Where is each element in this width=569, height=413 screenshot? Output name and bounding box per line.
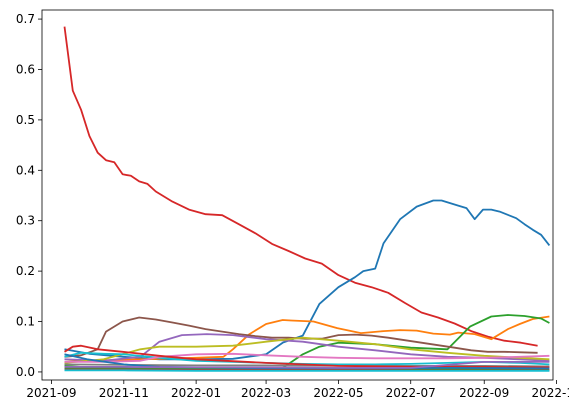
series-line-16 — [64, 360, 550, 369]
x-tick-label: 2022-01 — [171, 386, 221, 400]
y-tick-label: 0.2 — [16, 264, 35, 278]
series-line-3 — [64, 315, 550, 363]
y-tick-label: 0.7 — [16, 12, 35, 26]
x-tick-label: 2022-03 — [241, 386, 291, 400]
series-layer — [63, 26, 551, 372]
x-tick-label: 2022-11 — [531, 386, 569, 400]
series-line-9 — [64, 352, 550, 363]
y-tick-label: 0.5 — [16, 113, 35, 127]
x-tick-label: 2021-11 — [99, 386, 149, 400]
y-tick-label: 0.4 — [16, 163, 35, 177]
x-tick-label: 2022-09 — [459, 386, 509, 400]
x-tick-label: 2022-05 — [313, 386, 363, 400]
y-tick-label: 0.0 — [16, 365, 35, 379]
x-axis: 2021-09 2021-11 2022-01 2022-03 2022-05 2022-… — [26, 380, 569, 400]
y-axis: 0.0 0.1 0.2 0.3 0.4 0.5 0.6 0.7 — [16, 12, 42, 379]
x-tick-label: 2022-07 — [386, 386, 436, 400]
y-tick-label: 0.3 — [16, 214, 35, 228]
y-tick-label: 0.6 — [16, 62, 35, 76]
plot-frame — [41, 9, 554, 381]
series-line-15 — [64, 369, 550, 372]
y-tick-label: 0.1 — [16, 315, 35, 329]
x-tick-label: 2021-09 — [26, 386, 76, 400]
series-line-2 — [64, 199, 551, 361]
series-line-1 — [63, 26, 538, 347]
series-line-7 — [64, 336, 550, 364]
